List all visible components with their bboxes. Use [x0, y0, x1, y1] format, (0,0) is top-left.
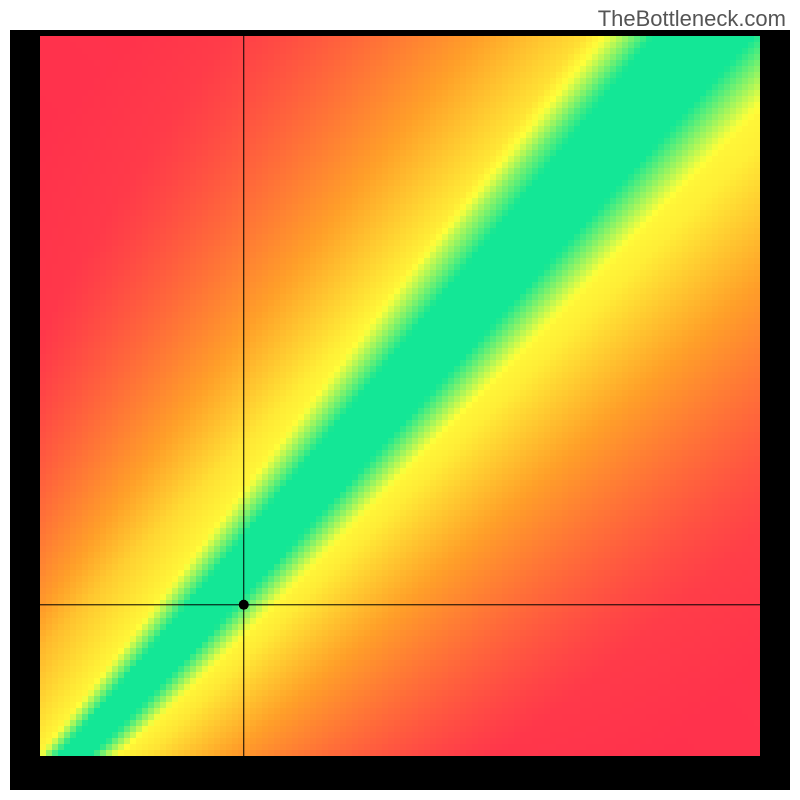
chart-frame	[10, 30, 790, 790]
heatmap-canvas	[40, 36, 760, 756]
watermark-text: TheBottleneck.com	[598, 6, 786, 32]
heatmap-plot	[40, 36, 760, 756]
